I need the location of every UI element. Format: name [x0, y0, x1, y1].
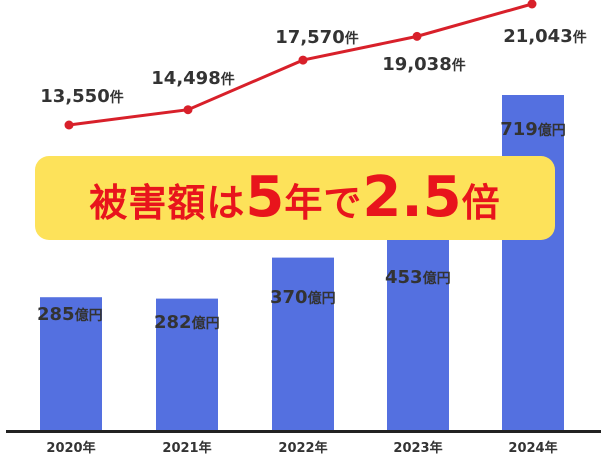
bar-2021年 [156, 298, 218, 430]
banner-text-part5: 倍 [461, 181, 501, 225]
count-point [183, 105, 193, 115]
label-layer: 2020年 2021年 2022年 2023年 2024年 285億円 282億円 370億円… [37, 26, 587, 456]
count-value-label: 19,038件 [382, 54, 465, 75]
bar-value-label: 370億円 [270, 287, 336, 308]
bar-2020年 [40, 297, 102, 430]
banner-text-part4: 2.5 [362, 165, 462, 230]
x-tick-label: 2023年 [393, 440, 442, 456]
line-layer [64, 0, 537, 130]
count-value-label: 14,498件 [151, 68, 234, 89]
bar-2023年 [387, 218, 449, 430]
bar-value-label: 719億円 [500, 119, 566, 140]
bar-2024年 [502, 95, 564, 430]
count-value-label: 21,043件 [503, 26, 586, 47]
count-point [298, 55, 308, 65]
count-point [412, 31, 422, 41]
bar-layer [6, 95, 601, 433]
x-tick-label: 2022年 [278, 440, 327, 456]
x-tick-label: 2021年 [162, 440, 211, 456]
bar-2022年 [272, 257, 334, 430]
count-point [64, 120, 74, 130]
bar-value-label: 453億円 [385, 267, 451, 288]
count-value-label: 17,570件 [275, 27, 358, 48]
banner-text-part3: 年で [284, 181, 363, 225]
x-tick-label: 2024年 [508, 440, 557, 456]
headline-banner: 被害額は 5 年で 2.5 倍 [35, 156, 555, 240]
count-value-label: 13,550件 [40, 86, 123, 107]
count-point [527, 0, 537, 9]
bar-value-label: 285億円 [37, 304, 103, 325]
banner-text-part2: 5 [245, 165, 285, 230]
bar-value-label: 282億円 [154, 312, 220, 333]
banner-text-part1: 被害額は [89, 181, 246, 225]
x-tick-label: 2020年 [46, 440, 95, 456]
